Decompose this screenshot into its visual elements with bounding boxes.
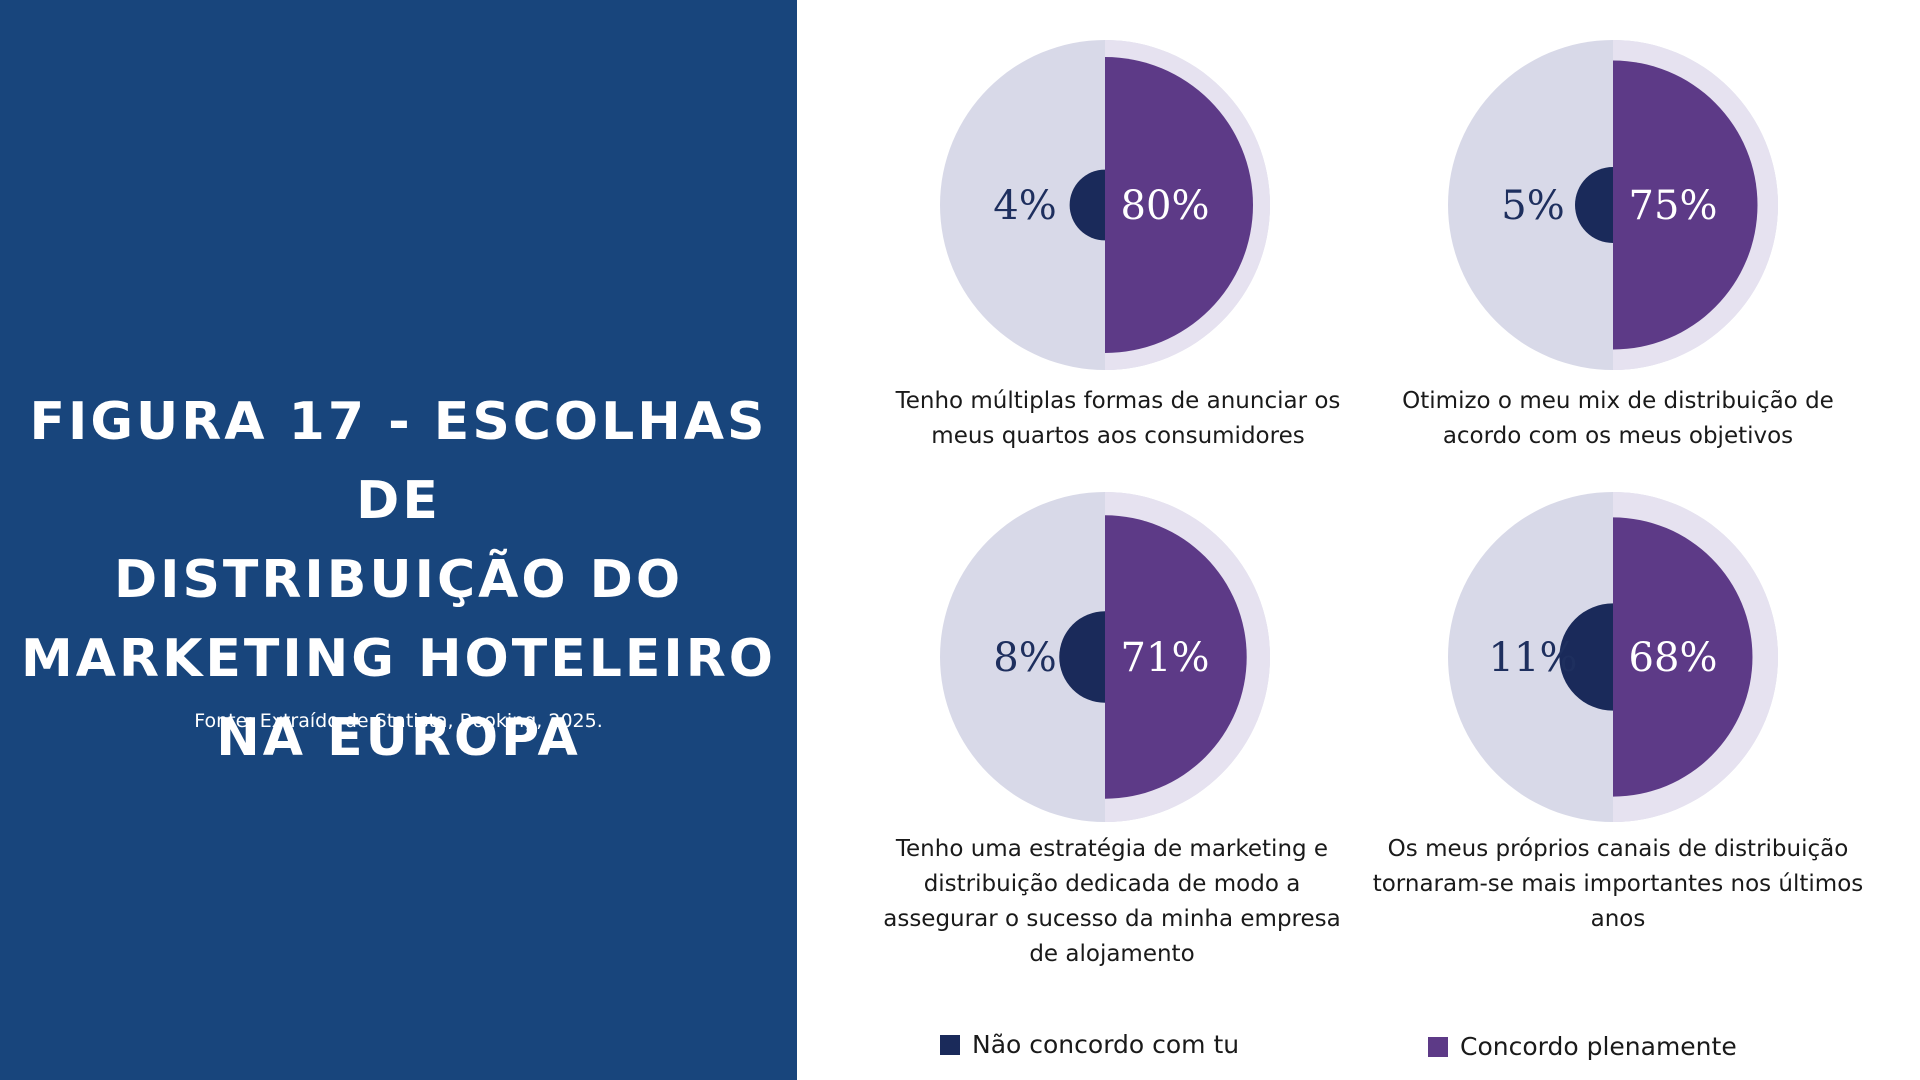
pie-caption-3: Tenho uma estratégia de marketing e dist… bbox=[883, 836, 1341, 967]
pie-agree-sector-2 bbox=[1613, 60, 1758, 350]
pie-disagree-label-3: 8% bbox=[993, 635, 1056, 681]
pie-agree-label-3: 71% bbox=[1121, 635, 1210, 681]
legend-swatch-agree bbox=[1428, 1036, 1448, 1057]
pie-agree-sector-4 bbox=[1613, 517, 1753, 797]
legend-item-agree: Concordo plenamente bbox=[1428, 1032, 1737, 1061]
legend-item-disagree: Não concordo com tu bbox=[940, 1030, 1239, 1059]
pie-caption-4: Os meus próprios canais de distribuição … bbox=[1372, 836, 1864, 932]
figure-source: Fonte: Extraído de Statista, Booking, 20… bbox=[194, 710, 603, 732]
pie-agree-label-1: 80% bbox=[1121, 183, 1210, 229]
title-panel: Figura 17 - Escolhas de distribuição do … bbox=[0, 0, 797, 1080]
pie-disagree-sector-3 bbox=[1059, 611, 1105, 703]
pie-agree-sector-1 bbox=[1105, 57, 1253, 353]
pie-disagree-sector-1 bbox=[1069, 169, 1105, 241]
pie-caption-1: Tenho múltiplas formas de anunciar os me… bbox=[895, 388, 1341, 449]
pie-agree-label-4: 68% bbox=[1629, 635, 1718, 681]
pie-caption-2: Otimizo o meu mix de distribuição de aco… bbox=[1402, 388, 1834, 449]
pie-agree-sector-3 bbox=[1105, 515, 1247, 799]
legend-swatch-disagree bbox=[940, 1034, 960, 1055]
legend-label-disagree: Não concordo com tu bbox=[972, 1030, 1240, 1059]
pie-agree-label-2: 75% bbox=[1629, 183, 1718, 229]
pie-disagree-label-4: 11% bbox=[1489, 635, 1578, 681]
figure-title: Figura 17 - Escolhas de distribuição do … bbox=[21, 392, 776, 768]
legend-label-agree: Concordo plenamente bbox=[1460, 1032, 1737, 1061]
pie-disagree-label-2: 5% bbox=[1501, 183, 1564, 229]
pie-disagree-label-1: 4% bbox=[993, 183, 1056, 229]
pie-disagree-sector-2 bbox=[1575, 167, 1613, 243]
pie-disagree-sector-4 bbox=[1559, 603, 1613, 711]
